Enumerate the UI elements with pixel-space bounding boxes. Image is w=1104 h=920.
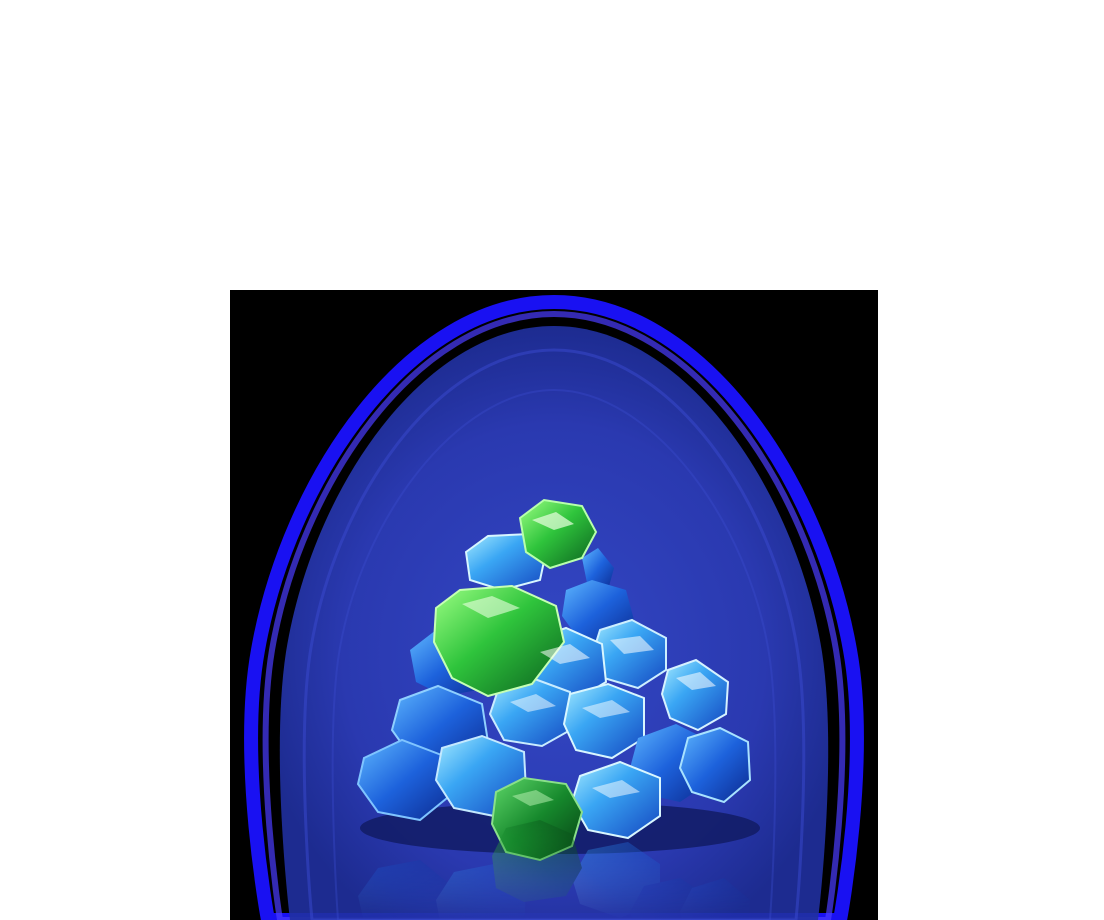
gem-pile-icon xyxy=(244,294,864,920)
gem-pile-reflection xyxy=(358,820,750,920)
gem-pile xyxy=(356,498,752,862)
gem-pile-artwork xyxy=(230,290,878,920)
